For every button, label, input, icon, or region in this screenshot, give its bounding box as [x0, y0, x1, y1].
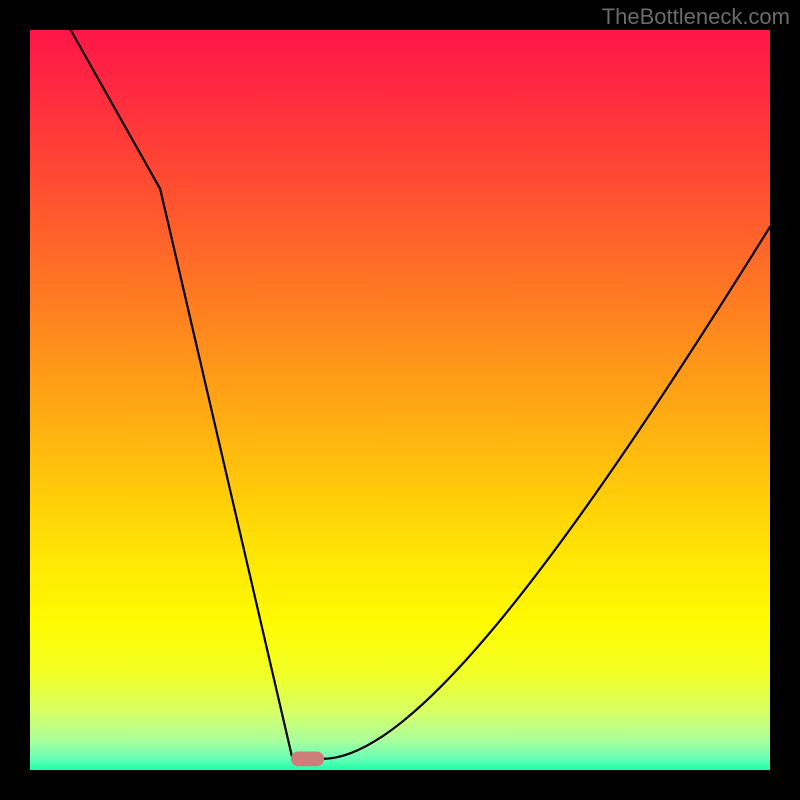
chart-frame: TheBottleneck.com — [0, 0, 800, 800]
attribution-label: TheBottleneck.com — [602, 4, 790, 30]
bottleneck-chart — [0, 0, 800, 800]
minimum-marker — [291, 752, 324, 767]
